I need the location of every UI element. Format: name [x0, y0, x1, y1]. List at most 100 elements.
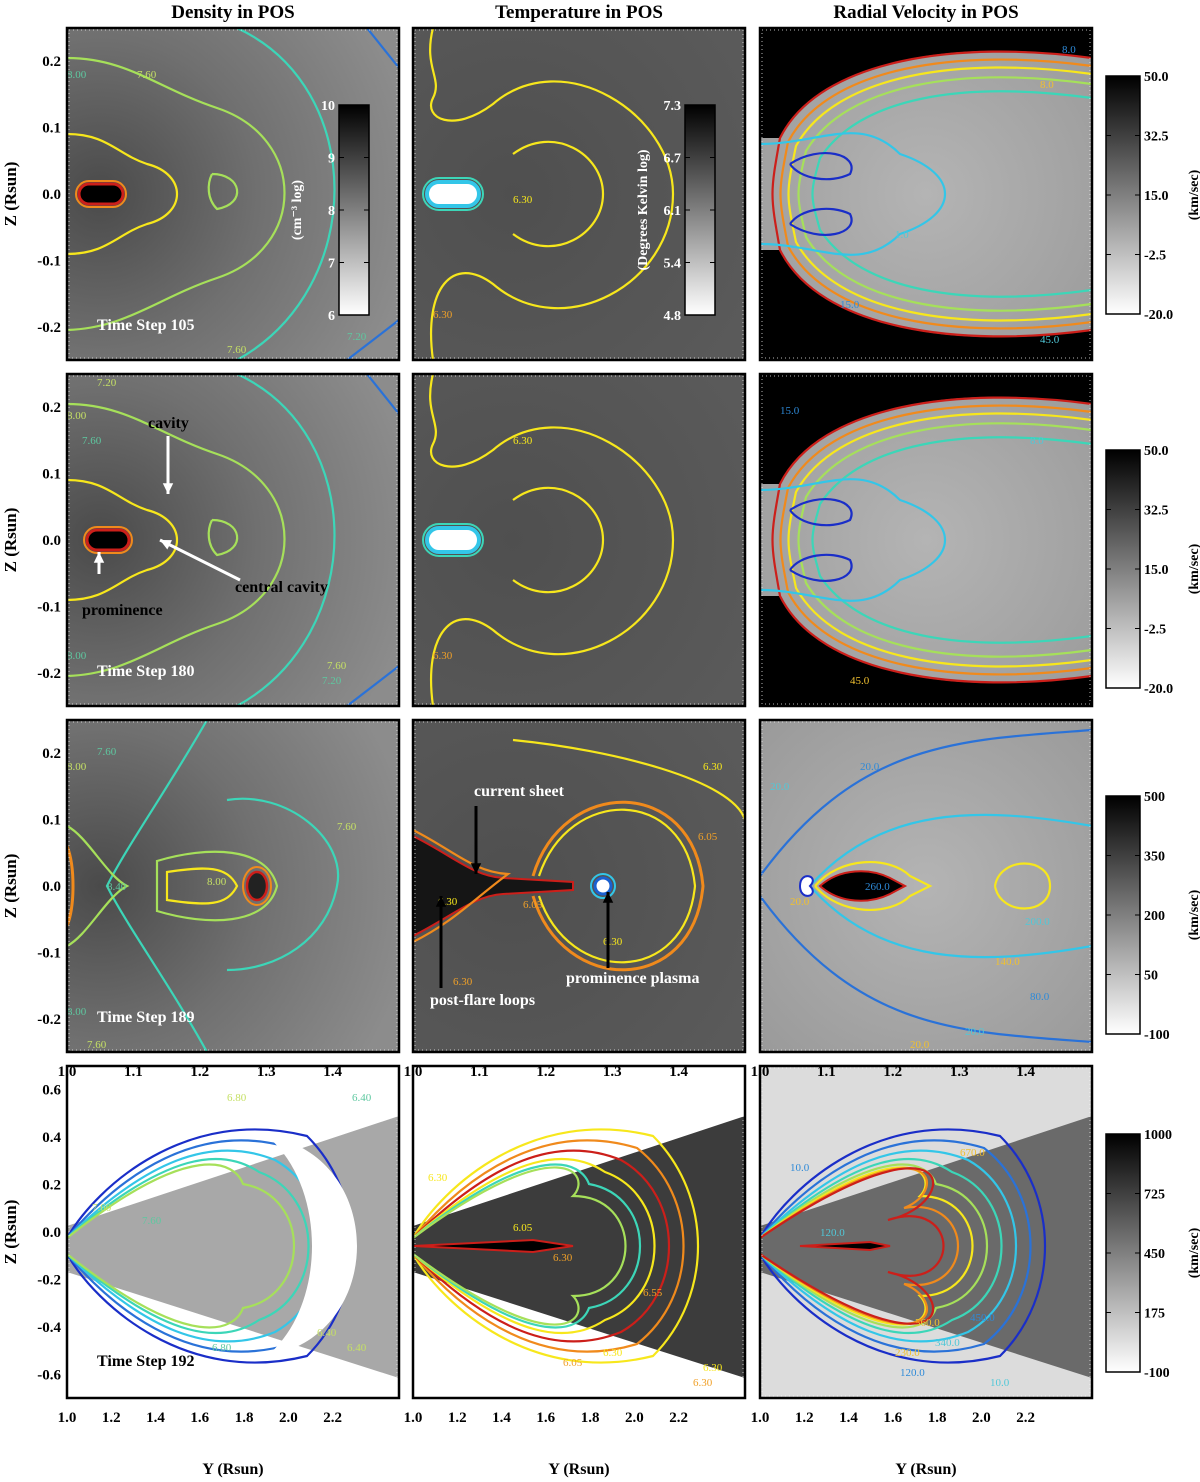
- panel-frame: [758, 26, 1094, 362]
- colorbar-tick-label: 50.0: [1144, 70, 1169, 85]
- contour-label: 340.0: [935, 1337, 960, 1349]
- contour-label: 6.30: [553, 1252, 573, 1264]
- contour-label: 80.0: [1030, 991, 1050, 1003]
- contour-label: 7.60: [82, 435, 102, 447]
- contour-label: 7.20: [347, 331, 367, 343]
- y-tick-label: 0.2: [42, 400, 61, 416]
- y-tick-label: 0.0: [42, 187, 61, 203]
- contour-label: 8.00: [67, 410, 87, 422]
- contour-line: [155, 850, 279, 922]
- heatmap-region: [760, 28, 1092, 138]
- heatmap-wedge: [413, 1116, 745, 1378]
- y-tick-label: -0.2: [37, 1012, 61, 1028]
- heatmap-region: [760, 596, 1092, 706]
- contour-line: [760, 1167, 945, 1325]
- contour-label: 10.0: [790, 1162, 810, 1174]
- contour-line: [811, 90, 1092, 298]
- x-tick-label: 1.2: [102, 1410, 121, 1426]
- contour-line: [787, 412, 1092, 668]
- x-tick-label: 1.2: [190, 1064, 209, 1080]
- y-tick-label: 0.2: [42, 54, 61, 70]
- colorbar-tick-label: 200: [1144, 909, 1165, 924]
- y-tick-label: -0.1: [37, 945, 61, 961]
- contour-label: 7.60: [142, 1215, 162, 1227]
- contour-line: [809, 885, 1092, 959]
- contour-label: 6.80: [227, 1092, 247, 1104]
- contour-label: 560.0: [915, 1317, 940, 1329]
- y-tick-label: -0.2: [37, 666, 61, 682]
- y-tick-label: 0.0: [42, 533, 61, 549]
- contour-label: 6.30: [433, 309, 453, 321]
- colorbar-tick-label: 6.7: [664, 152, 682, 167]
- panel-frame: [65, 372, 401, 708]
- heatmap-background: [67, 720, 399, 1052]
- contour-line: [413, 1166, 627, 1326]
- x-tick-label: 1.4: [492, 1410, 511, 1426]
- panel: 6.30 6.30: [411, 372, 747, 708]
- column-title: Radial Velocity in POS: [833, 2, 1018, 23]
- y-tick-label: -0.2: [37, 320, 61, 336]
- contour-line: [105, 720, 208, 1052]
- panel-frame: [65, 1064, 401, 1400]
- x-tick-label: 1.2: [883, 1064, 902, 1080]
- contour-line: [67, 1163, 296, 1329]
- contour-label: 8.0: [1030, 435, 1044, 447]
- contour-line: [226, 797, 340, 972]
- colorbar: 500 350 200 50 -100 (km/sec): [1105, 790, 1200, 1043]
- colorbar-tick-label: -20.0: [1144, 308, 1173, 323]
- x-tick-label: 2.0: [279, 1410, 298, 1426]
- contour-label: 6.30: [703, 1362, 723, 1374]
- y-tick-label: 0.6: [42, 1083, 61, 1099]
- contour-label: 670.0: [960, 1147, 985, 1159]
- colorbar-label: (km/sec): [1187, 543, 1200, 594]
- colorbar-tick-label: 15.0: [1144, 563, 1169, 578]
- colorbar-tick-label: 4.8: [664, 309, 682, 324]
- contour-line: [413, 1139, 685, 1353]
- panel-frame: [65, 26, 401, 362]
- contour-line: [207, 518, 239, 557]
- x-tick-label: 1.3: [603, 1064, 622, 1080]
- panel-frame: [411, 718, 747, 1054]
- x-tick-label: 1.0: [404, 1064, 423, 1080]
- contour-label: 6.30: [603, 936, 623, 948]
- colorbar-tick-label: 175: [1144, 1307, 1165, 1322]
- x-tick-label: 1.6: [190, 1410, 209, 1426]
- x-tick-label: 2.2: [1016, 1410, 1035, 1426]
- contour-line: [67, 56, 286, 332]
- contour-line: [366, 374, 399, 415]
- contour-label: 260.0: [865, 881, 890, 893]
- contour-label: 20.0: [790, 896, 810, 908]
- contour-label: 7.60: [327, 660, 347, 672]
- x-axis-label: Y (Rsun): [895, 1461, 956, 1478]
- contour-line: [413, 1128, 699, 1364]
- contour-label: 8.00: [67, 69, 87, 81]
- contour-label: 6.40: [317, 1327, 337, 1339]
- contour-label: 6.55: [643, 1287, 663, 1299]
- contour-label: 6.30: [513, 435, 533, 447]
- contour-line: [760, 1163, 989, 1329]
- contour-line: [346, 319, 399, 360]
- y-axis-label: Z (Rsun): [1, 162, 20, 227]
- annotation-label: cavity: [148, 415, 189, 432]
- y-tick-label: 0.1: [42, 813, 61, 829]
- contour-label: 7.60: [137, 69, 157, 81]
- colorbar-label: (Degrees Kelvin log): [636, 149, 651, 270]
- contour-label: 6.30: [433, 650, 453, 662]
- y-tick-label: 0.1: [42, 121, 61, 137]
- panel-frame: [758, 718, 1094, 1054]
- contour-line: [165, 867, 239, 905]
- colorbar-tick-label: 32.5: [1144, 130, 1169, 145]
- panel-frame: [758, 372, 1094, 708]
- y-tick-label: 0.2: [42, 746, 61, 762]
- contour-line: [760, 1157, 1003, 1335]
- contour-line: [346, 665, 399, 706]
- contour-label: 6.30: [603, 1347, 623, 1359]
- annotation-label: central cavity: [235, 579, 328, 596]
- colorbar-tick-label: 9: [328, 152, 335, 167]
- panel: 8.00 7.60 7.20 8.00 7.60 7.20: [65, 372, 401, 708]
- colorbar-label: (km/sec): [1187, 169, 1200, 220]
- contour-line: [512, 738, 745, 821]
- x-tick-label: 2.0: [625, 1410, 644, 1426]
- contour-line: [797, 422, 1092, 658]
- panel: 20.0 20.0 20.0 260.0 200.0 140.0 80.0 20.0 20.0: [758, 718, 1094, 1054]
